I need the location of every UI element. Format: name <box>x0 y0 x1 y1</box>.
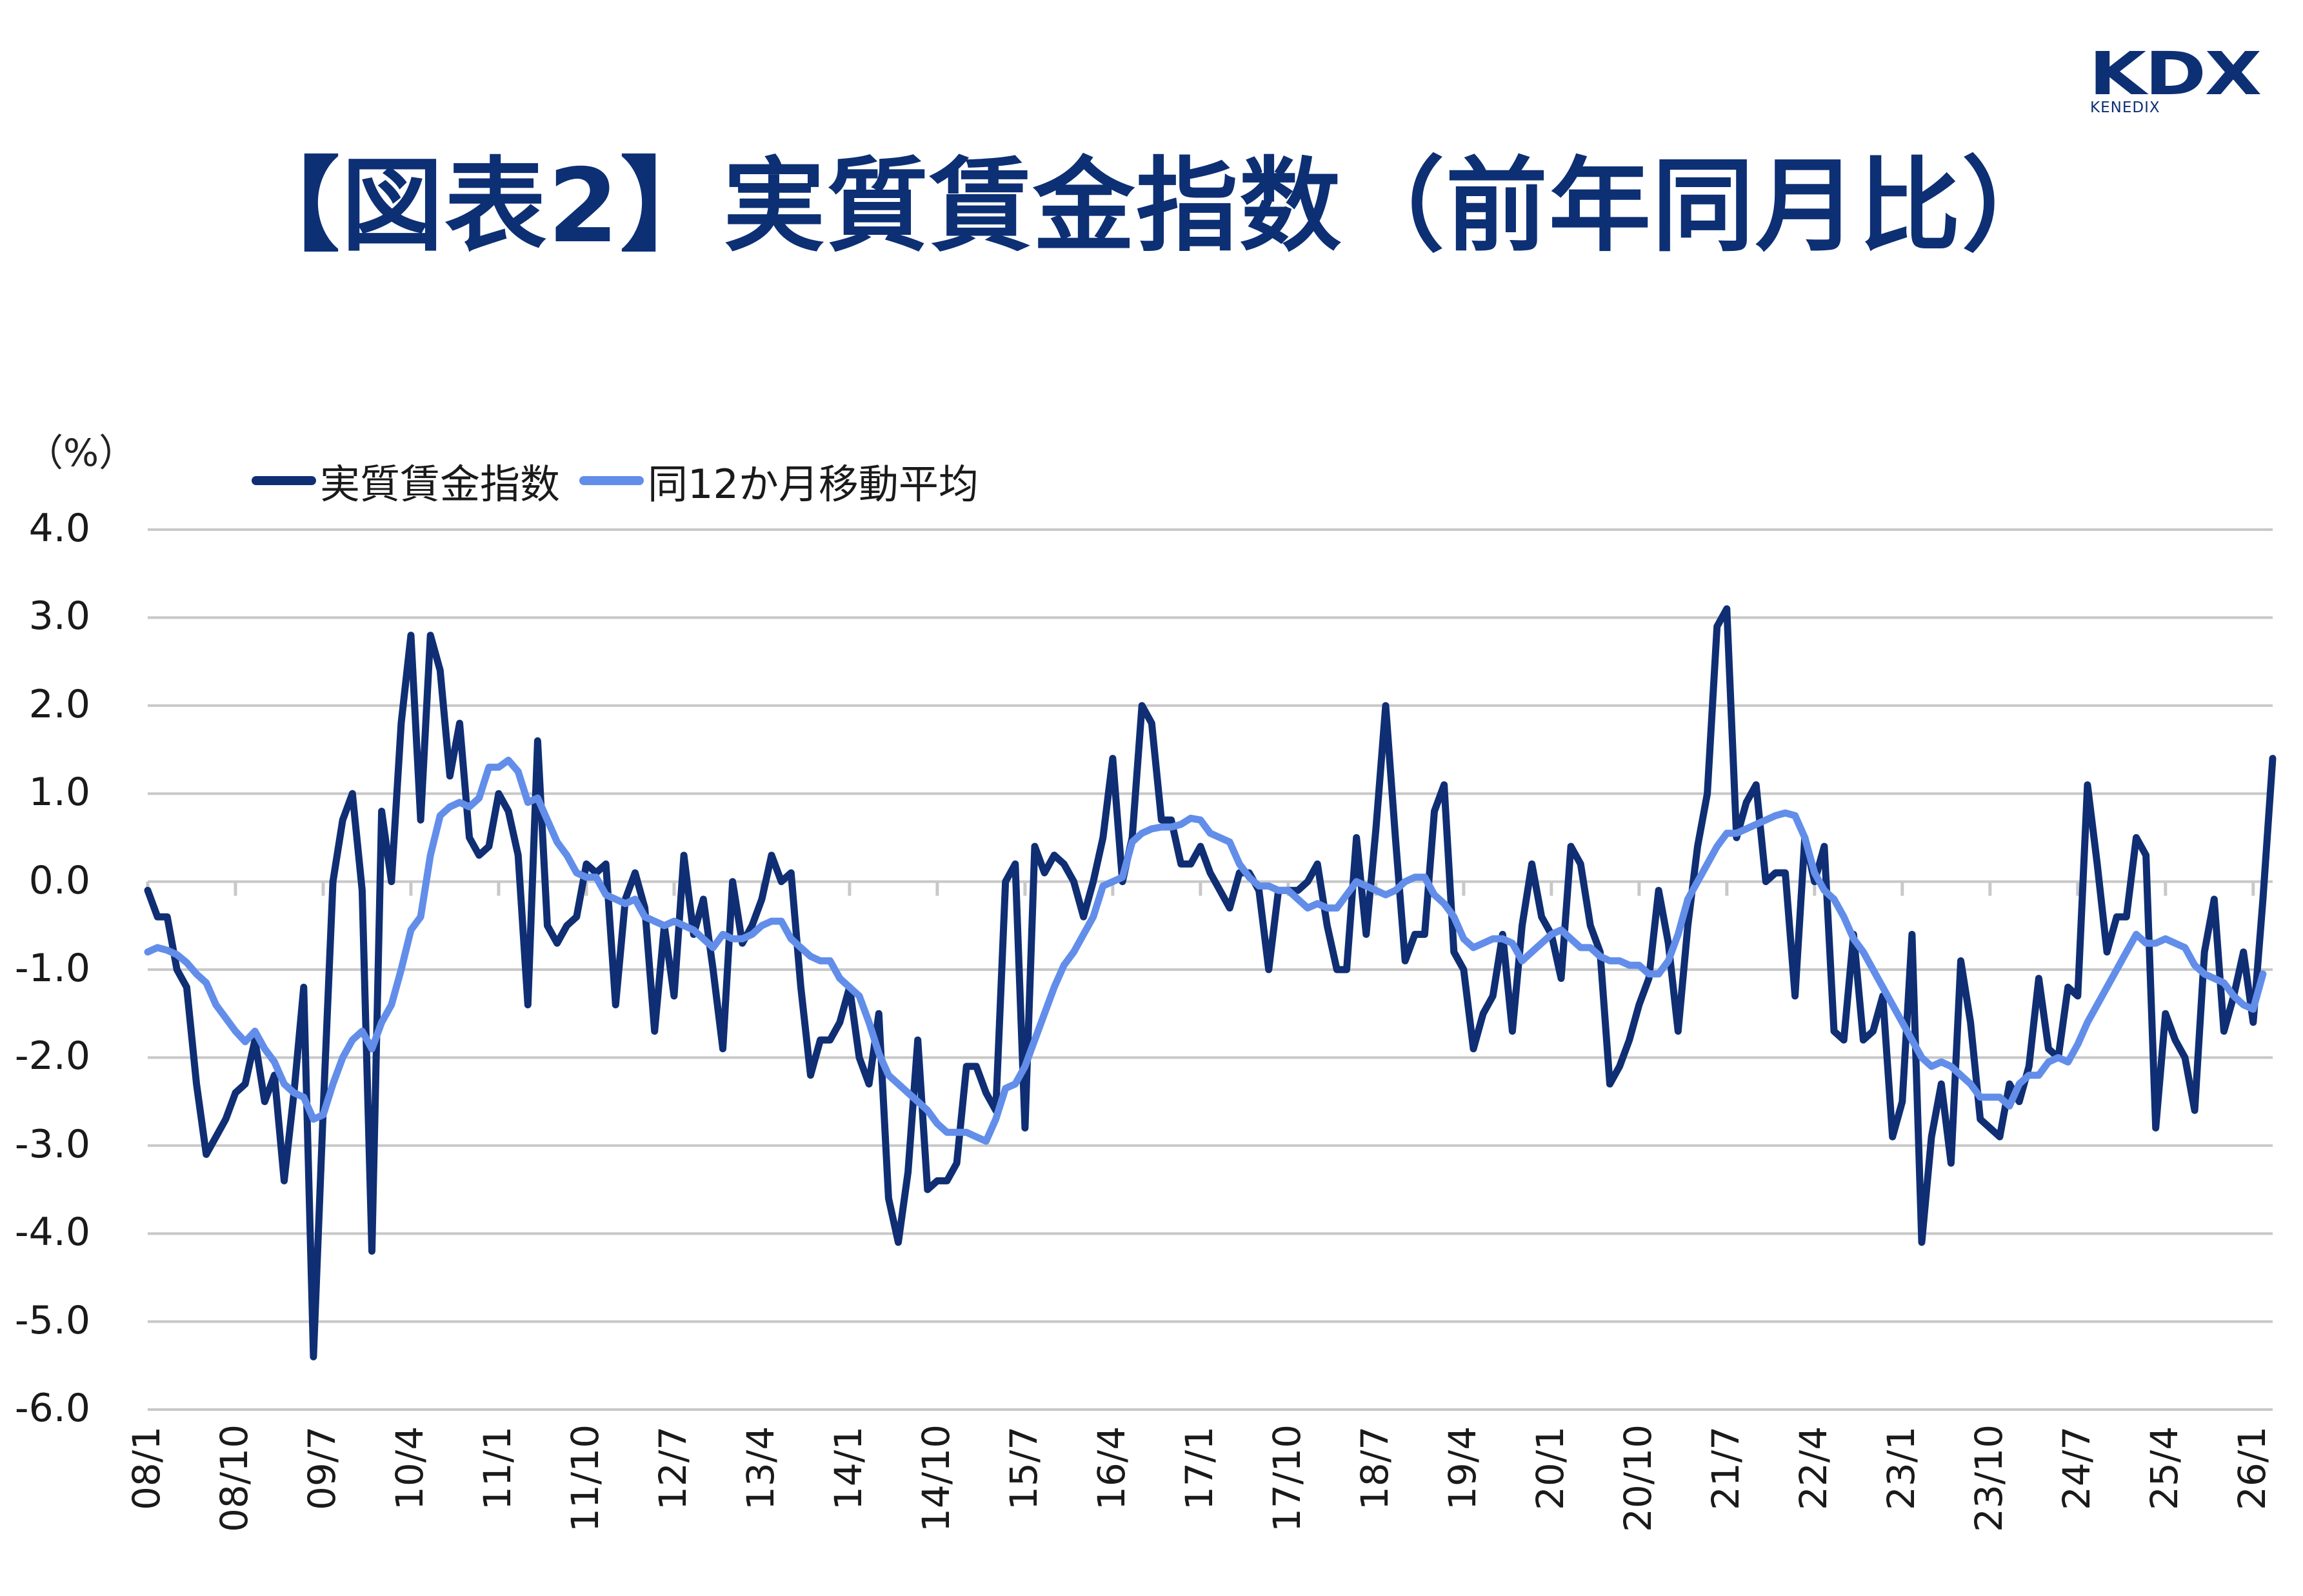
logo-main-text: KDX <box>2089 39 2262 108</box>
legend-item-moving-average: 同12か月移動平均 <box>579 452 979 510</box>
y-tick-label: 1.0 <box>28 770 90 815</box>
y-tick-label: 4.0 <box>28 506 90 551</box>
gridlines <box>148 528 2273 1411</box>
y-tick-label: -4.0 <box>14 1210 90 1255</box>
y-tick-label: 0.0 <box>28 857 90 903</box>
logo-sub-text: KENEDIX <box>2090 99 2160 116</box>
legend-item-real-wage-index: 実質賃金指数 <box>252 452 560 510</box>
y-tick-label: -2.0 <box>14 1033 90 1079</box>
legend-label: 実質賃金指数 <box>320 461 561 508</box>
legend-swatch-dark-blue <box>252 476 316 485</box>
legend-swatch-light-blue <box>579 476 644 485</box>
y-tick-label: -6.0 <box>14 1386 90 1431</box>
legend-label: 同12か月移動平均 <box>648 461 979 508</box>
y-tick-label: 3.0 <box>28 594 90 639</box>
series-line-12-month-moving-average <box>144 756 2267 1145</box>
y-tick-label: -5.0 <box>14 1297 90 1343</box>
series-line-real-wage-index <box>144 605 2277 1361</box>
y-tick-label: -3.0 <box>14 1121 90 1167</box>
y-tick-label: -1.0 <box>14 946 90 991</box>
y-axis-unit-label: （%） <box>26 431 137 475</box>
chart-legend: 実質賃金指数 同12か月移動平均 <box>252 452 998 510</box>
kdx-logo: KDX KENEDIX <box>2089 45 2262 116</box>
chart-title: 【図表2】実質賃金指数（前年同月比） <box>238 147 2065 266</box>
y-tick-label: 2.0 <box>28 681 90 727</box>
x-axis-tick-marks <box>146 881 2255 896</box>
